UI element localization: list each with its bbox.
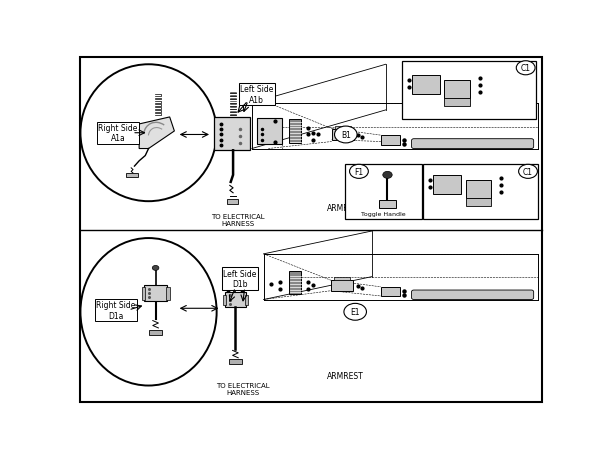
FancyBboxPatch shape (225, 293, 246, 308)
Circle shape (232, 271, 239, 276)
FancyBboxPatch shape (127, 174, 138, 178)
FancyBboxPatch shape (290, 272, 301, 294)
FancyBboxPatch shape (331, 281, 353, 291)
Ellipse shape (81, 65, 217, 202)
Text: Toggle Handle: Toggle Handle (361, 212, 406, 217)
FancyBboxPatch shape (223, 295, 226, 306)
Text: F1: F1 (355, 167, 364, 177)
Circle shape (519, 165, 538, 179)
Circle shape (516, 61, 535, 76)
FancyBboxPatch shape (411, 290, 534, 300)
Text: C1: C1 (523, 167, 533, 177)
FancyBboxPatch shape (256, 118, 282, 145)
FancyBboxPatch shape (411, 139, 534, 149)
Bar (345, 165, 422, 219)
FancyBboxPatch shape (245, 295, 248, 306)
Polygon shape (139, 118, 175, 149)
Text: E1: E1 (350, 308, 360, 317)
Circle shape (152, 266, 159, 271)
Text: C1: C1 (521, 64, 531, 73)
Text: ARMREST: ARMREST (327, 372, 364, 381)
Ellipse shape (81, 238, 217, 386)
FancyBboxPatch shape (379, 201, 396, 209)
FancyBboxPatch shape (215, 118, 250, 151)
Circle shape (335, 127, 357, 144)
Text: B1: B1 (341, 131, 351, 140)
FancyBboxPatch shape (229, 359, 242, 364)
FancyBboxPatch shape (411, 76, 440, 95)
Text: TO ELECTRICAL
HARNESS: TO ELECTRICAL HARNESS (216, 382, 269, 395)
Bar (402, 61, 536, 119)
Circle shape (344, 303, 367, 320)
Circle shape (350, 165, 368, 179)
FancyBboxPatch shape (465, 198, 491, 207)
FancyBboxPatch shape (433, 176, 461, 195)
FancyBboxPatch shape (166, 288, 170, 300)
Text: Left Side
A1b: Left Side A1b (240, 85, 273, 105)
Text: Left Side
D1b: Left Side D1b (224, 269, 257, 288)
Text: TO ELECTRICAL
HARNESS: TO ELECTRICAL HARNESS (211, 214, 265, 227)
Text: Right Side
D1a: Right Side D1a (96, 301, 135, 320)
FancyBboxPatch shape (381, 136, 400, 146)
FancyBboxPatch shape (290, 120, 301, 144)
FancyBboxPatch shape (444, 81, 470, 98)
FancyBboxPatch shape (150, 330, 162, 336)
FancyBboxPatch shape (444, 98, 470, 107)
Text: ARMREST: ARMREST (327, 203, 364, 212)
FancyBboxPatch shape (333, 278, 350, 281)
Circle shape (383, 172, 392, 179)
FancyBboxPatch shape (331, 129, 355, 141)
FancyBboxPatch shape (335, 126, 351, 129)
Text: Right Side
A1a: Right Side A1a (98, 124, 138, 143)
FancyBboxPatch shape (381, 287, 400, 296)
FancyBboxPatch shape (144, 285, 167, 302)
FancyBboxPatch shape (227, 200, 238, 205)
Bar (423, 165, 538, 219)
FancyBboxPatch shape (465, 181, 491, 198)
FancyBboxPatch shape (142, 288, 145, 300)
